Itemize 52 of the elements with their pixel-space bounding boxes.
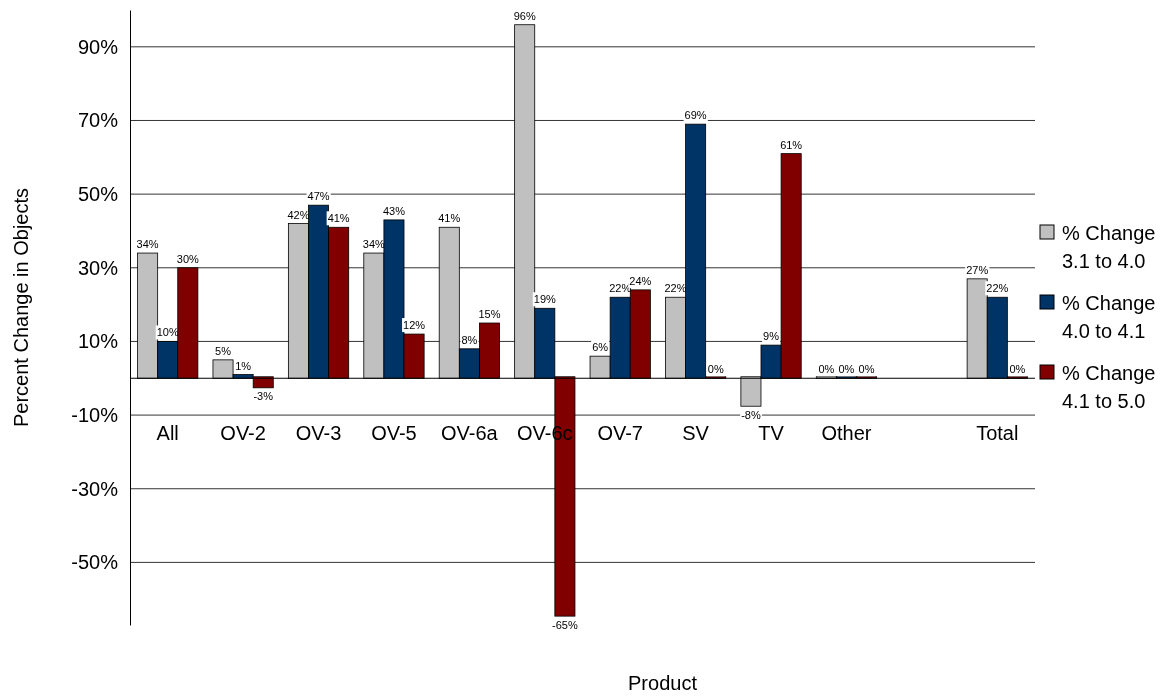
- y-tick-label: 70%: [77, 109, 119, 132]
- data-label: 15%: [478, 308, 501, 321]
- data-label: -3%: [253, 390, 274, 403]
- legend-label: % Change 4.1 to 5.0: [1062, 362, 1156, 412]
- data-label: 0%: [838, 363, 855, 376]
- data-label: 34%: [362, 238, 386, 251]
- x-tick-label: All: [156, 422, 179, 445]
- data-label: 22%: [986, 282, 1009, 295]
- data-label: 8%: [461, 333, 478, 346]
- data-label: 27%: [966, 263, 989, 276]
- data-label: 0%: [858, 363, 875, 376]
- data-label: 47%: [307, 190, 330, 203]
- x-tick-label: OV-5: [371, 422, 417, 445]
- legend-label: % Change 4.0 to 4.1: [1062, 292, 1156, 342]
- data-label: 19%: [533, 293, 557, 306]
- data-label: 9%: [763, 330, 780, 343]
- x-axis-title: Product: [628, 672, 698, 694]
- y-tick-label: 50%: [77, 183, 119, 206]
- data-label: 1%: [235, 359, 252, 372]
- data-label: 41%: [438, 212, 461, 225]
- data-label: 12%: [403, 319, 426, 332]
- data-label: 96%: [513, 9, 536, 22]
- data-label: 0%: [818, 363, 835, 376]
- x-tick-label: Other: [821, 422, 872, 445]
- x-tick-label: TV: [758, 422, 785, 445]
- data-label: 0%: [707, 363, 724, 376]
- legend-label: % Change 3.1 to 4.0: [1062, 222, 1156, 272]
- y-tick-label: -10%: [71, 403, 119, 426]
- y-tick-label: -50%: [71, 551, 119, 574]
- data-label: 6%: [592, 341, 609, 354]
- y-tick-label: -30%: [71, 477, 119, 500]
- x-tick-label: OV-7: [597, 422, 643, 445]
- data-label: 34%: [136, 238, 159, 251]
- x-tick-label: OV-6a: [441, 422, 499, 445]
- data-label: 30%: [176, 252, 200, 265]
- data-label: -65%: [552, 618, 578, 631]
- x-tick-label: SV: [682, 422, 710, 445]
- y-tick-label: 90%: [77, 35, 119, 58]
- data-label: 69%: [684, 109, 707, 122]
- y-tick-label: 10%: [77, 330, 119, 353]
- y-axis-title: Percent Change in Objects: [10, 187, 32, 428]
- y-tick-label: 30%: [77, 256, 119, 279]
- data-label: 5%: [215, 344, 232, 357]
- data-label: 43%: [382, 204, 406, 217]
- data-label: 24%: [629, 274, 652, 287]
- x-tick-label: Total: [976, 422, 1019, 445]
- data-label: 0%: [1009, 363, 1026, 376]
- data-label: 61%: [780, 138, 803, 151]
- x-tick-label: OV-3: [295, 422, 342, 445]
- x-tick-label: OV-2: [220, 422, 266, 445]
- data-label: 41%: [327, 212, 350, 225]
- data-label: -8%: [741, 408, 761, 421]
